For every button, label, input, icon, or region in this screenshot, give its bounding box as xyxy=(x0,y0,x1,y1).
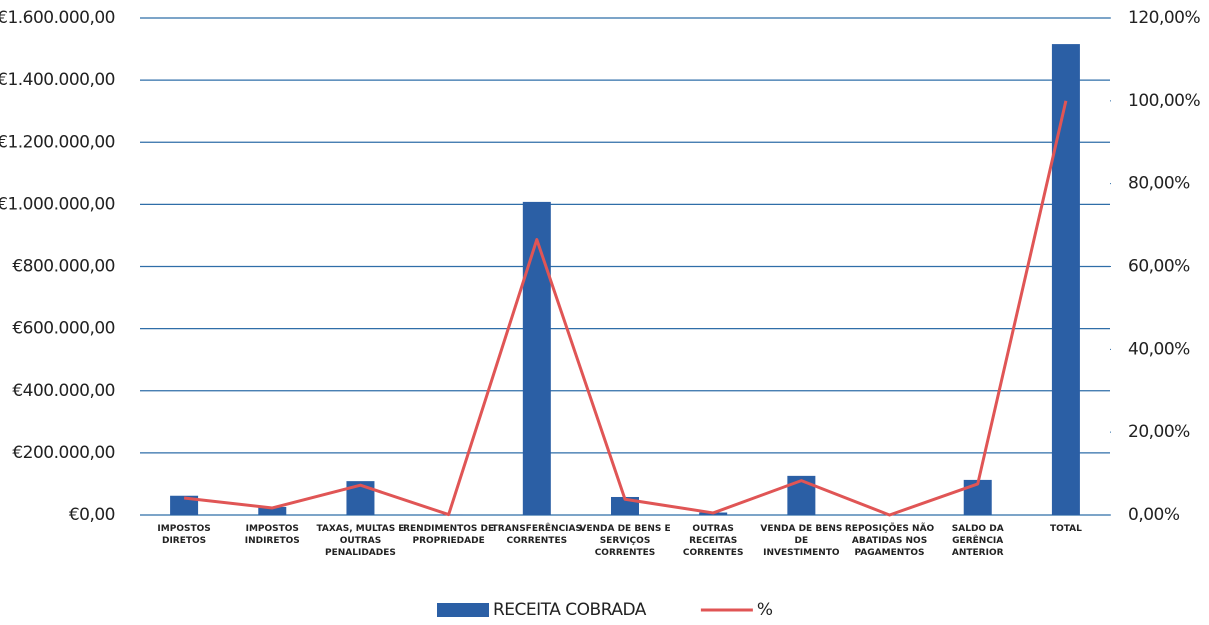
y-tick-label: €800.000,00 xyxy=(12,257,115,277)
x-tick-label: OUTRAS RECEITAS CORRENTES xyxy=(682,524,744,558)
x-tick-label: IMPOSTOS INDIRETOS xyxy=(244,524,300,546)
line xyxy=(183,100,1068,517)
bar xyxy=(258,506,287,515)
x-tick-label: REPOSIÇÕES NÃO ABATIDAS NOS PAGAMENTOS xyxy=(844,524,935,558)
y-tick-label: €1.400.000,00 xyxy=(0,70,115,90)
y2-tick-label: 120,00% xyxy=(1128,8,1200,28)
bar xyxy=(1051,44,1080,515)
x-tick-label: IMPOSTOS DIRETOS xyxy=(157,524,211,546)
y2-tick-label: 20,00% xyxy=(1128,422,1190,442)
legend-swatch xyxy=(437,603,489,617)
y-tick-label: €1.600.000,00 xyxy=(0,8,115,28)
x-tick-label: SALDO DA GERÊNCIA ANTERIOR xyxy=(951,524,1004,558)
legend-label: RECEITA COBRADA xyxy=(493,600,647,620)
x-tick-label: TOTAL xyxy=(1049,524,1082,534)
y-tick-label: €0,00 xyxy=(69,505,115,525)
x-tick-label: RENDIMENTOS DE PROPRIEDADE xyxy=(403,524,495,546)
y-tick-label: €400.000,00 xyxy=(12,381,115,401)
y2-tick-label: 100,00% xyxy=(1128,91,1200,111)
bar xyxy=(787,475,816,515)
x-tick-label: TRANSFERÊNCIAS CORRENTES xyxy=(491,524,582,546)
y2-tick-label: 60,00% xyxy=(1128,257,1190,277)
legend-label: % xyxy=(757,600,773,620)
bar xyxy=(522,201,551,515)
y-tick-label: €1.000.000,00 xyxy=(0,194,115,214)
x-tick-label: VENDA DE BENS E SERVIÇOS CORRENTES xyxy=(579,524,671,558)
x-tick-label: VENDA DE BENS DE INVESTIMENTO xyxy=(760,524,843,558)
y-tick-label: €200.000,00 xyxy=(12,443,115,463)
y2-tick-label: 80,00% xyxy=(1128,174,1190,194)
y-tick-label: €1.200.000,00 xyxy=(0,132,115,152)
x-tick-label: TAXAS, MULTAS E OUTRAS PENALIDADES xyxy=(316,524,405,558)
y2-tick-label: 40,00% xyxy=(1128,339,1190,359)
y-tick-label: €600.000,00 xyxy=(12,319,115,339)
bar xyxy=(170,495,199,515)
y2-tick-label: 0,00% xyxy=(1128,505,1180,525)
